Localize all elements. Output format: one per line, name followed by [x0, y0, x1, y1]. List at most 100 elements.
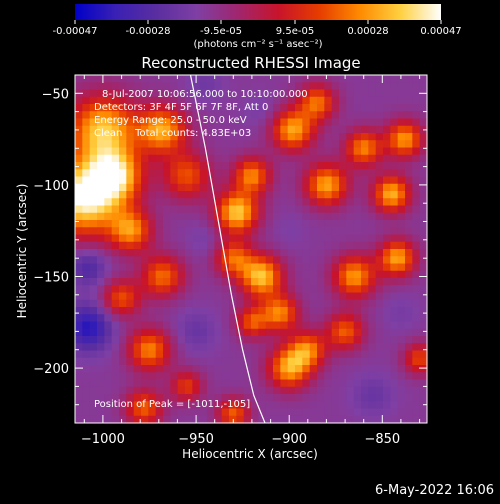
heatmap-cell [405, 125, 413, 134]
info-detectors: Detectors: 3F 4F 5F 6F 7F 8F, Att 0 [94, 102, 268, 113]
heatmap-cell [405, 133, 413, 141]
heatmap-cell [331, 220, 340, 228]
heatmap-cell [287, 328, 296, 337]
heatmap-cell [397, 270, 406, 279]
heatmap-cell [236, 328, 245, 337]
heatmap-cell [412, 379, 421, 388]
heatmap-cell [258, 328, 267, 337]
heatmap-cell [317, 415, 325, 423]
heatmap-cell [192, 89, 201, 98]
heatmap-cell [170, 314, 179, 323]
heatmap-cell [119, 234, 127, 243]
heatmap-cell [97, 205, 105, 214]
y-tick-label: −150 [33, 271, 69, 286]
heatmap-cell [287, 191, 296, 199]
heatmap-cell [236, 111, 245, 120]
heatmap-cell [104, 125, 113, 134]
heatmap-cell [89, 379, 98, 388]
heatmap-cell [207, 104, 215, 112]
heatmap-cell [412, 205, 421, 214]
heatmap-cell [133, 408, 142, 417]
heatmap-cell [243, 379, 252, 388]
heatmap-cell [192, 191, 201, 199]
heatmap-cell [317, 285, 325, 294]
heatmap-cell [383, 96, 391, 105]
heatmap-cell [302, 336, 311, 344]
heatmap-cell [251, 278, 259, 286]
heatmap-cell [133, 147, 142, 156]
heatmap-cell [368, 314, 377, 323]
heatmap-cell [412, 133, 421, 141]
heatmap-cell [148, 75, 157, 83]
heatmap-cell [324, 212, 333, 221]
heatmap-cell [192, 263, 201, 272]
heatmap-cell [273, 365, 281, 373]
heatmap-cell [141, 75, 149, 83]
heatmap-cell [221, 408, 230, 417]
heatmap-cell [251, 118, 259, 127]
heatmap-cell [280, 357, 289, 366]
heatmap-cell [89, 198, 98, 207]
heatmap-cell [368, 263, 377, 272]
heatmap-cell [170, 140, 179, 149]
heatmap-cell [192, 278, 201, 286]
heatmap-cell [97, 118, 105, 127]
heatmap-cell [375, 321, 384, 330]
heatmap-cell [214, 169, 223, 178]
heatmap-cell [192, 365, 201, 373]
heatmap-cell [280, 263, 289, 272]
heatmap-cell [163, 111, 171, 120]
heatmap-cell [89, 212, 98, 221]
heatmap-cell [317, 169, 325, 178]
heatmap-cell [324, 89, 333, 98]
heatmap-cell [192, 249, 201, 257]
colorbar-tick-label: 0.00028 [347, 26, 388, 37]
heatmap-cell [287, 169, 296, 178]
heatmap-cell [309, 336, 318, 344]
heatmap-cell [97, 256, 105, 265]
heatmap-cell [361, 415, 369, 423]
heatmap-cell [405, 147, 413, 156]
heatmap-cell [192, 220, 201, 228]
heatmap-cell [199, 176, 208, 185]
heatmap-cell [258, 408, 267, 417]
heatmap-cell [361, 336, 369, 344]
heatmap-cell [287, 357, 296, 366]
heatmap-cell [258, 183, 267, 192]
heatmap-cell [317, 111, 325, 120]
heatmap-cell [309, 307, 318, 315]
heatmap-cell [104, 415, 113, 423]
heatmap-cell [141, 292, 149, 301]
heatmap-cell [375, 415, 384, 423]
heatmap-cell [207, 292, 215, 301]
heatmap-cell [412, 212, 421, 221]
heatmap-cell [170, 372, 179, 381]
heatmap-cell [390, 147, 399, 156]
heatmap-cell [97, 133, 105, 141]
heatmap-cell [243, 249, 252, 257]
heatmap-cell [405, 75, 413, 83]
heatmap-cell [192, 408, 201, 417]
heatmap-cell [375, 162, 384, 170]
heatmap-cell [207, 212, 215, 221]
heatmap-cell [111, 133, 120, 141]
heatmap-cell [104, 285, 113, 294]
heatmap-cell [207, 220, 215, 228]
heatmap-cell [265, 133, 274, 141]
heatmap-cell [361, 270, 369, 279]
heatmap-cell [287, 379, 296, 388]
heatmap-cell [133, 394, 142, 402]
heatmap-cell [177, 140, 186, 149]
heatmap-cell [295, 263, 303, 272]
heatmap-cell [148, 401, 157, 410]
heatmap-cell [353, 343, 362, 352]
heatmap-cell [170, 263, 179, 272]
heatmap-cell [192, 372, 201, 381]
heatmap-cell [419, 263, 427, 272]
heatmap-cell [243, 256, 252, 265]
heatmap-cell [295, 89, 303, 98]
heatmap-cell [236, 82, 245, 91]
heatmap-cell [163, 162, 171, 170]
heatmap-cell [331, 256, 340, 265]
heatmap-cell [111, 118, 120, 127]
